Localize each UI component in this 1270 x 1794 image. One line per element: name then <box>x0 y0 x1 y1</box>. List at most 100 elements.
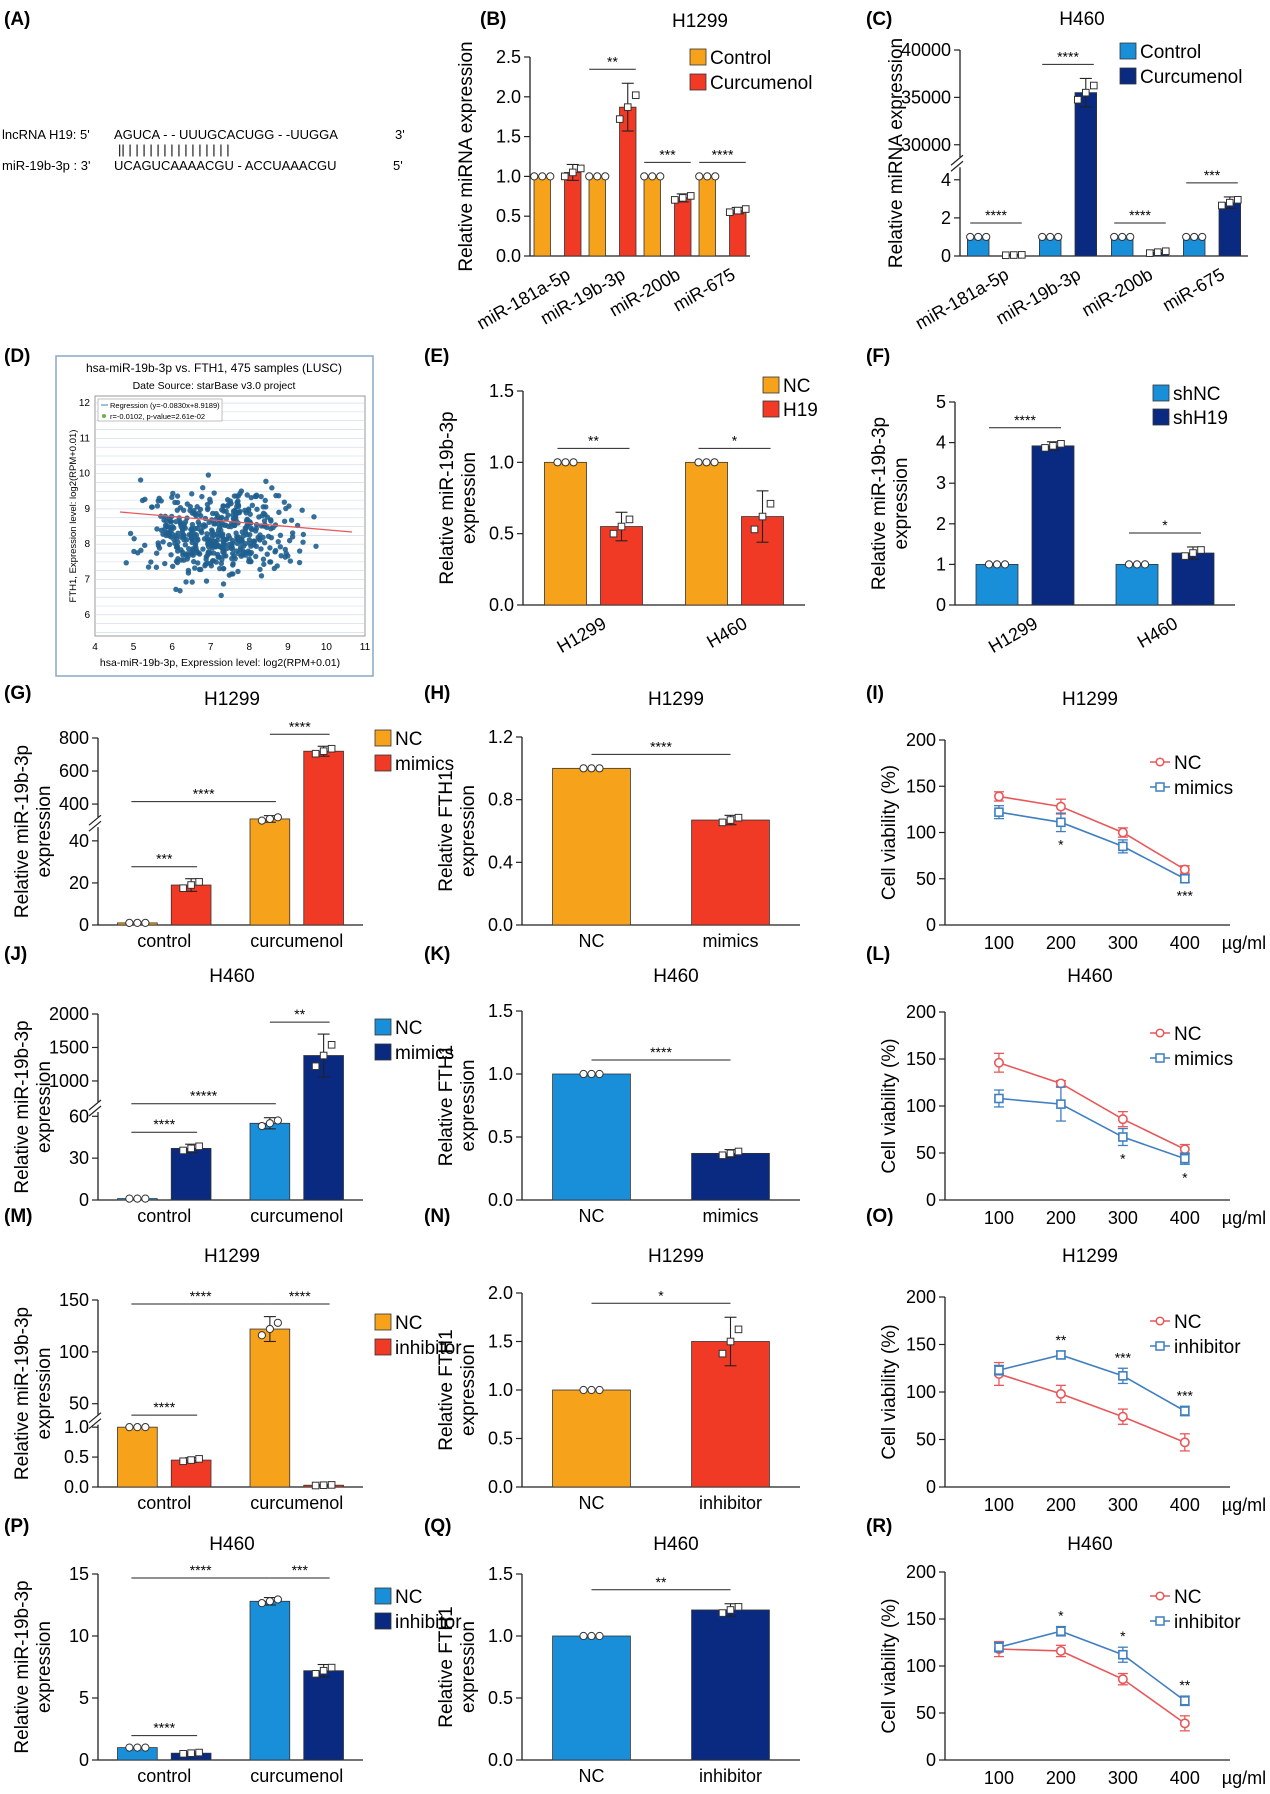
x-tick-label: H1299 <box>554 613 610 657</box>
scatter-ytick: 7 <box>84 575 90 586</box>
scatter-xtick: 8 <box>247 642 253 653</box>
significance-label: **** <box>193 786 215 802</box>
replicate-dot <box>587 764 596 773</box>
scatter-point <box>286 503 292 509</box>
scatter-point <box>260 556 267 562</box>
scatter-point <box>188 534 195 541</box>
y-axis-label: Cell viability (%) <box>879 1038 900 1173</box>
legend-label: mimics <box>1174 778 1233 799</box>
scatter-point <box>275 538 281 545</box>
replicate-dot <box>179 1146 187 1155</box>
scatter-point <box>261 539 268 546</box>
bar <box>249 818 291 926</box>
legend-label: NC <box>1174 753 1201 774</box>
scatter-point <box>168 525 174 531</box>
y-tick-label: 600 <box>59 761 89 781</box>
bar <box>1074 92 1098 257</box>
scatter-point <box>131 548 137 555</box>
data-point <box>1179 1437 1190 1448</box>
y-tick-label: 5 <box>79 1688 89 1708</box>
y-tick-label: 2000 <box>49 1004 89 1024</box>
legend-label: NC <box>1174 1312 1201 1333</box>
panel-title: H460 <box>209 1534 254 1555</box>
panel-m: (M) H1299 0.0 0.5 1.0 50 100 150 Relative miR-19… <box>4 1206 462 1513</box>
legend-label: Control <box>1140 42 1201 63</box>
scatter-point <box>173 518 179 525</box>
x-tick-label: 400 <box>1170 933 1200 953</box>
replicate-dot <box>974 232 983 242</box>
replicate-dot <box>327 1663 336 1672</box>
scatter-point <box>223 522 229 528</box>
scatter-point <box>282 554 288 560</box>
replicate-dot <box>595 764 604 773</box>
scatter-point <box>190 558 197 565</box>
replicate-dot <box>1054 232 1063 242</box>
scatter-gridlines <box>95 402 365 633</box>
replicate-dot <box>1049 442 1057 450</box>
y-tick-label: 100 <box>906 1382 936 1402</box>
scatter-point <box>214 537 221 544</box>
x-tick-label: curcumenol <box>250 1766 343 1786</box>
scatter-point <box>158 498 164 504</box>
scatter-point <box>186 546 192 552</box>
scatter-point <box>189 579 195 585</box>
scatter-point <box>242 552 249 558</box>
legend-r-swatch <box>102 414 106 418</box>
significance-label: ** <box>656 1574 667 1590</box>
legend-swatch <box>1152 384 1170 402</box>
replicate-dot <box>703 172 712 181</box>
replicate-dot <box>1189 549 1197 557</box>
scatter-point <box>225 502 232 508</box>
legend-swatch <box>374 1612 392 1630</box>
significance-label: **** <box>289 718 311 734</box>
data-point <box>1055 1645 1066 1656</box>
y-tick-label: 0 <box>926 1190 936 1210</box>
replicate-dot <box>726 1337 735 1346</box>
panel-title: H460 <box>209 966 254 987</box>
replicate-dot <box>179 1457 187 1466</box>
panel-label: (E) <box>424 346 449 367</box>
y-tick-label: 150 <box>59 1290 89 1310</box>
significance-label: ** <box>1179 1677 1190 1693</box>
bar <box>303 750 344 926</box>
x-tick-label: NC <box>579 1766 605 1786</box>
scatter-point <box>189 521 196 528</box>
scatter-point <box>264 551 270 557</box>
axis-break-gap <box>90 1102 102 1112</box>
x-tick-label: 100 <box>984 1208 1014 1228</box>
replicate-dot <box>546 172 555 181</box>
y-tick-label: 100 <box>906 1096 936 1116</box>
significance-label: * <box>658 1287 664 1303</box>
x-tick-label: 400 <box>1170 1208 1200 1228</box>
scatter-point <box>258 546 264 552</box>
y-tick-label: 0 <box>79 1750 89 1770</box>
data-point <box>1180 1695 1190 1706</box>
scatter-ytick: 12 <box>79 398 91 409</box>
panel-label: (K) <box>424 944 450 965</box>
replicate-dot <box>273 1595 282 1604</box>
replicate-dot <box>319 1051 328 1060</box>
scatter-point <box>272 547 279 554</box>
scatter-point <box>162 560 168 567</box>
significance-label: **** <box>190 1288 212 1304</box>
replicate-dot <box>327 1481 336 1489</box>
replicate-dot <box>195 1748 203 1757</box>
scatter-point <box>142 542 148 548</box>
panel-o: (O) H1299 0 50 100 150 200 Cell viability (%) 10… <box>866 1206 1266 1515</box>
significance-label: **** <box>1057 48 1079 64</box>
scatter-point <box>257 532 263 538</box>
scatter-point <box>267 545 273 551</box>
x-tick-label: curcumenol <box>250 1206 343 1226</box>
scatter-point <box>172 499 178 506</box>
series-line <box>998 1062 1186 1150</box>
y-tick-label: 0 <box>79 1190 89 1210</box>
y-axis-label: Relative FTH1 <box>436 770 457 891</box>
replicate-dot <box>311 1481 320 1490</box>
significance-label: * <box>1058 837 1064 853</box>
scatter-point <box>168 518 174 525</box>
replicate-dot <box>656 172 665 181</box>
bar <box>552 767 631 926</box>
replicate-dot <box>1146 249 1154 257</box>
y-tick-label: 0.5 <box>64 1447 89 1467</box>
data-point <box>993 791 1004 802</box>
